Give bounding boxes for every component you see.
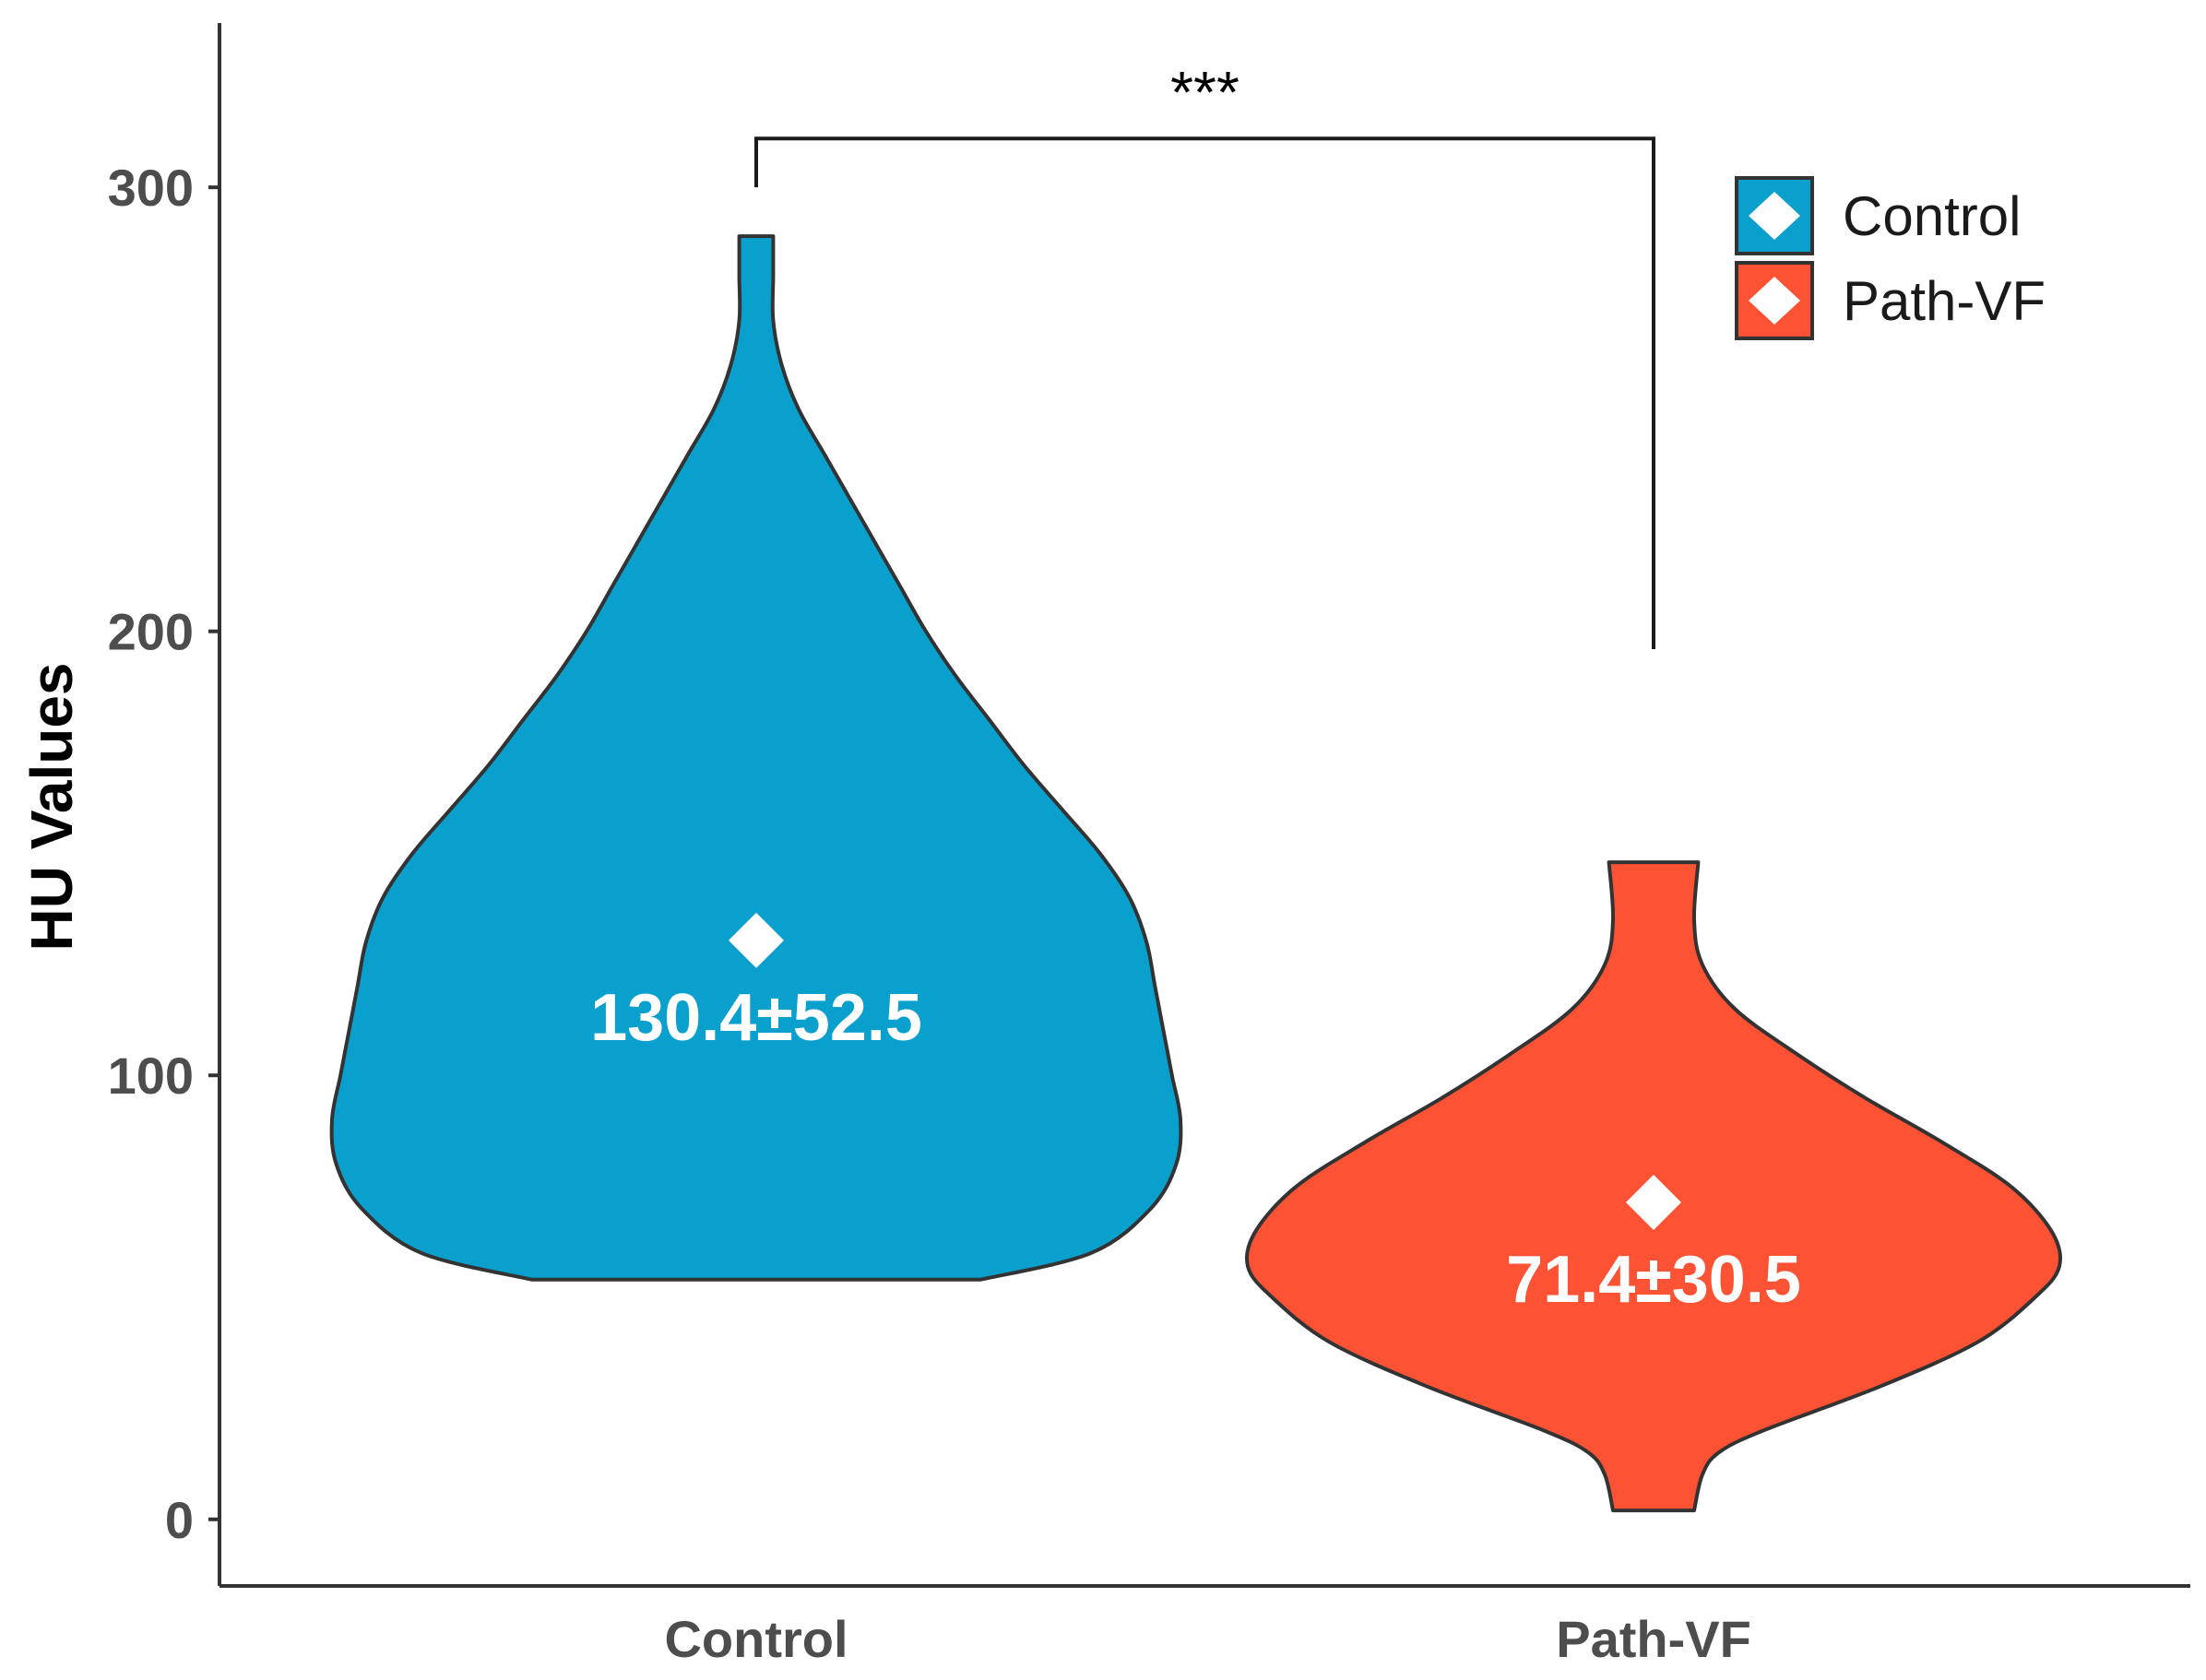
significance-bracket: *** [754, 59, 1655, 649]
mean-label-path-vf: 71.4±30.5 [1506, 1243, 1801, 1317]
y-tick-label-0: 0 [165, 1491, 194, 1549]
violins: 130.4±52.5 71.4±30.5 [329, 234, 2063, 1513]
legend-diamond-control-icon [1749, 192, 1800, 240]
x-tick-label-control: Control [664, 1610, 848, 1668]
significance-label: *** [1170, 59, 1239, 125]
violin-control [329, 234, 1183, 1282]
legend-label-path-vf: Path-VF [1843, 270, 2046, 332]
y-ticks: 0 100 200 300 [108, 159, 219, 1549]
legend: Control Path-VF [1735, 176, 2046, 340]
legend-diamond-path-vf-icon [1749, 277, 1800, 325]
y-tick-label-300: 300 [108, 159, 194, 217]
legend-label-control: Control [1843, 185, 2021, 247]
x-tick-label-path-vf: Path-VF [1556, 1610, 1751, 1668]
mean-marker-control [729, 912, 784, 968]
y-tick-label-100: 100 [108, 1047, 194, 1105]
mean-marker-path-vf [1626, 1174, 1681, 1230]
mean-label-control: 130.4±52.5 [590, 981, 922, 1055]
y-tick-label-200: 200 [108, 603, 194, 661]
y-axis-title: HU Values [18, 662, 85, 951]
significance-line [754, 136, 1655, 649]
